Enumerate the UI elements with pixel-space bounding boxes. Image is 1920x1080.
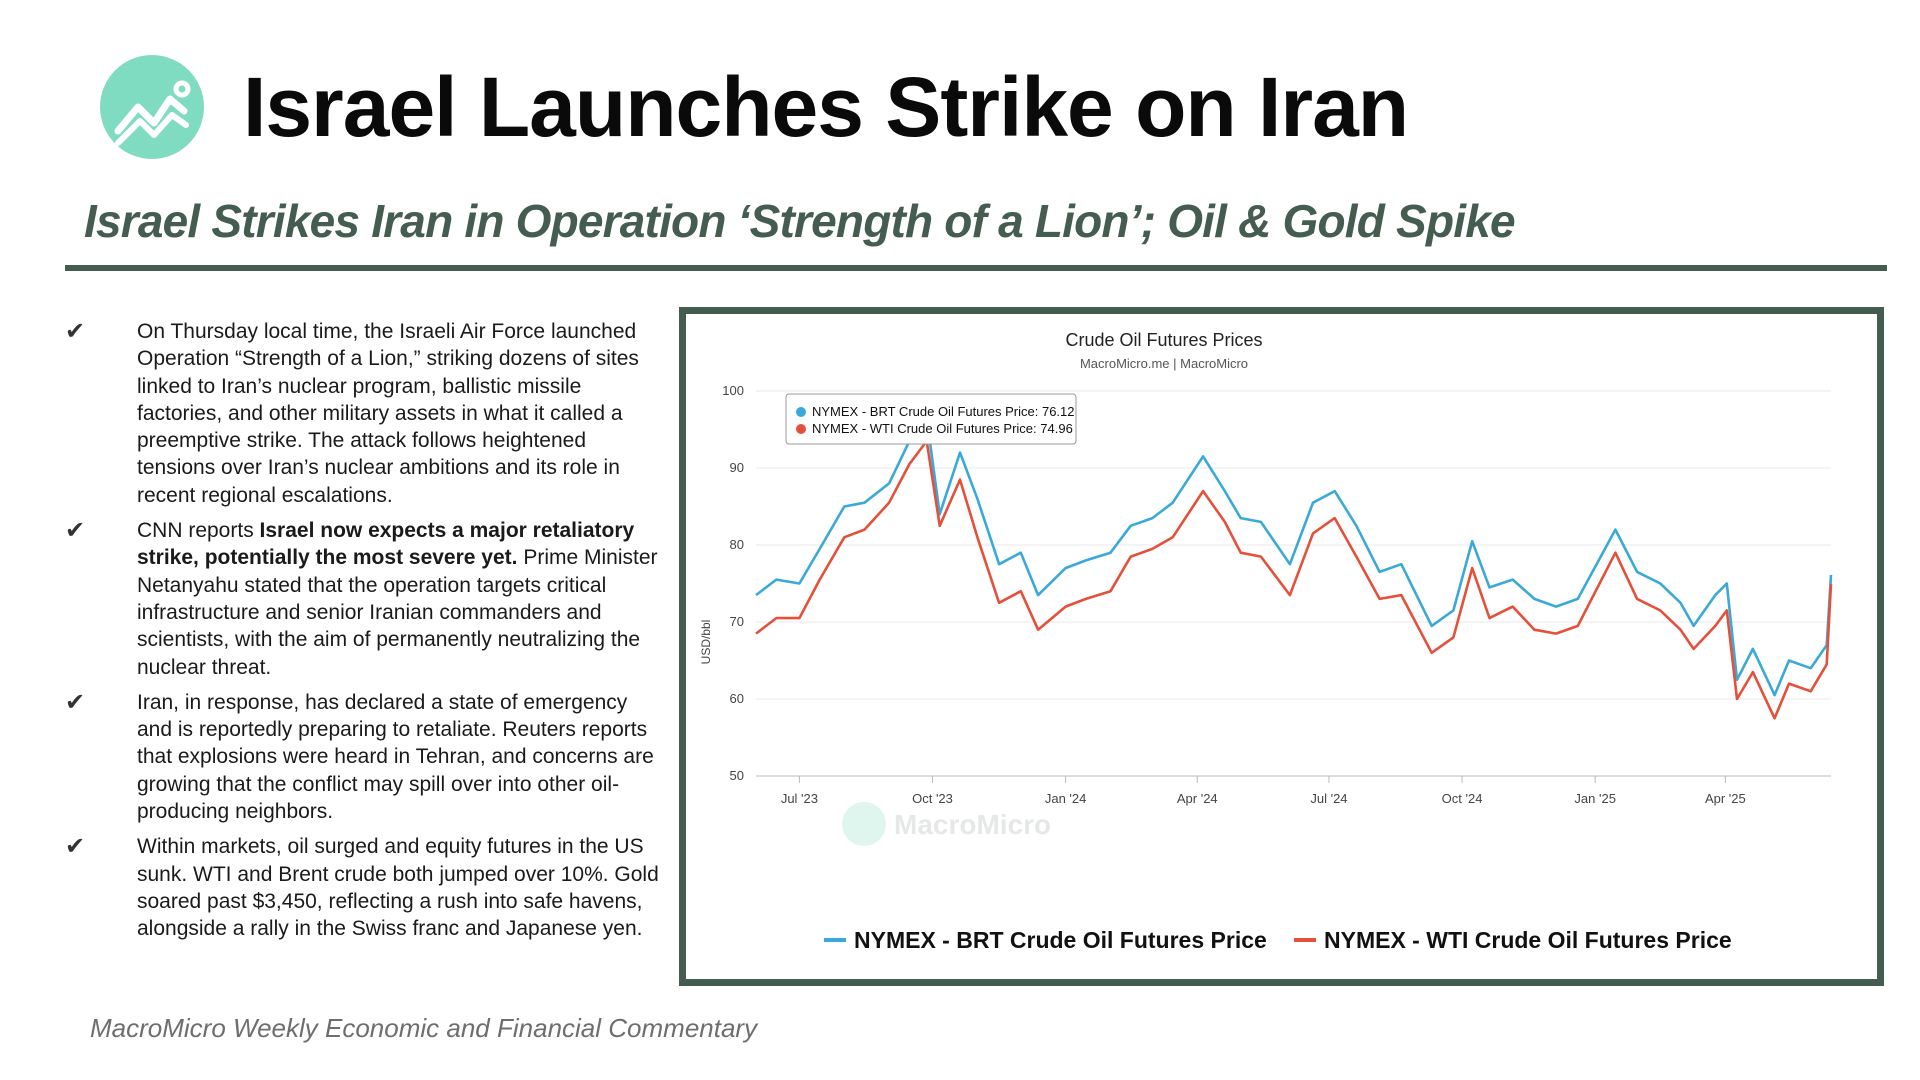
commentary-item: ✔ Iran, in response, has declared a stat…	[65, 689, 665, 825]
page-subtitle: Israel Strikes Iran in Operation ‘Streng…	[84, 195, 1516, 247]
y-tick-label: 60	[730, 691, 744, 706]
header-divider	[65, 265, 1887, 271]
y-tick-label: 70	[730, 614, 744, 629]
x-tick-label: Oct '24	[1442, 791, 1483, 806]
chart-series	[755, 416, 1833, 720]
trend-chart-icon	[114, 80, 191, 146]
x-tick-label: Jan '24	[1045, 791, 1087, 806]
tooltip: NYMEX - BRT Crude Oil Futures Price: 76.…	[785, 393, 1077, 445]
crude-oil-chart: Crude Oil Futures Prices MacroMicro.me |…	[699, 330, 1833, 953]
x-tick-label: Jul '24	[1310, 791, 1347, 806]
checkmark-icon: ✔	[65, 517, 86, 545]
tooltip-brent: NYMEX - BRT Crude Oil Futures Price: 76.…	[812, 404, 1075, 419]
commentary-item: ✔ Within markets, oil surged and equity …	[65, 833, 665, 942]
x-tick-label: Oct '23	[912, 791, 953, 806]
checkmark-icon: ✔	[65, 833, 86, 861]
x-tick-label: Jan '25	[1574, 791, 1616, 806]
y-axis: 50 60 70 80 90 100	[722, 383, 744, 783]
y-tick-label: 90	[730, 460, 744, 475]
commentary-text: Prime Minister Netanyahu stated that the…	[137, 546, 658, 679]
footer-caption: MacroMicro Weekly Economic and Financial…	[90, 1013, 758, 1043]
tooltip-wti: NYMEX - WTI Crude Oil Futures Price: 74.…	[812, 421, 1073, 436]
y-tick-label: 100	[722, 383, 744, 398]
brent-tooltip-dot	[796, 407, 806, 417]
commentary-list: ✔ On Thursday local time, the Israeli Ai…	[65, 318, 665, 951]
wti-series-line	[755, 439, 1833, 720]
checkmark-icon: ✔	[65, 318, 86, 345]
commentary-highlight: Israel now expects a major retaliatory s…	[137, 519, 635, 570]
commentary-text: Within markets, oil surged and equity fu…	[137, 835, 659, 941]
watermark-text: MacroMicro	[894, 809, 1051, 840]
chart-legend: NYMEX - BRT Crude Oil Futures Price NYME…	[824, 927, 1732, 953]
x-tick-label: Jul '23	[781, 791, 818, 806]
checkmark-icon: ✔	[65, 688, 86, 716]
y-axis-label: USD/bbl	[699, 620, 713, 665]
brent-series-line	[755, 416, 1833, 697]
commentary-text: CNN reports	[137, 519, 260, 543]
y-tick-label: 80	[730, 537, 744, 552]
chart-title: Crude Oil Futures Prices	[1065, 330, 1262, 350]
chart-frame: Crude Oil Futures Prices MacroMicro.me |…	[679, 307, 1884, 986]
commentary-text: On Thursday local time, the Israeli Air …	[137, 320, 639, 507]
macromicro-logo	[100, 55, 204, 159]
wti-tooltip-dot	[796, 424, 806, 434]
y-tick-label: 50	[730, 768, 744, 783]
watermark: MacroMicro	[842, 802, 1051, 846]
commentary-text: Iran, in response, has declared a state …	[137, 690, 654, 824]
commentary-item: ✔ CNN reports Israel now expects a major…	[65, 517, 665, 681]
page-title: Israel Launches Strike on Iran	[243, 60, 1409, 154]
chart-source: MacroMicro.me | MacroMicro	[1080, 356, 1248, 371]
commentary-item: ✔ On Thursday local time, the Israeli Ai…	[65, 318, 665, 509]
chart-grid	[756, 390, 1831, 777]
legend-brent: NYMEX - BRT Crude Oil Futures Price	[854, 927, 1267, 953]
legend-wti: NYMEX - WTI Crude Oil Futures Price	[1324, 927, 1732, 953]
x-tick-label: Apr '25	[1705, 791, 1746, 806]
x-axis: Jul '23 Oct '23 Jan '24 Apr '24 Jul '24 Oct '…	[781, 776, 1746, 806]
x-tick-label: Apr '24	[1177, 791, 1218, 806]
